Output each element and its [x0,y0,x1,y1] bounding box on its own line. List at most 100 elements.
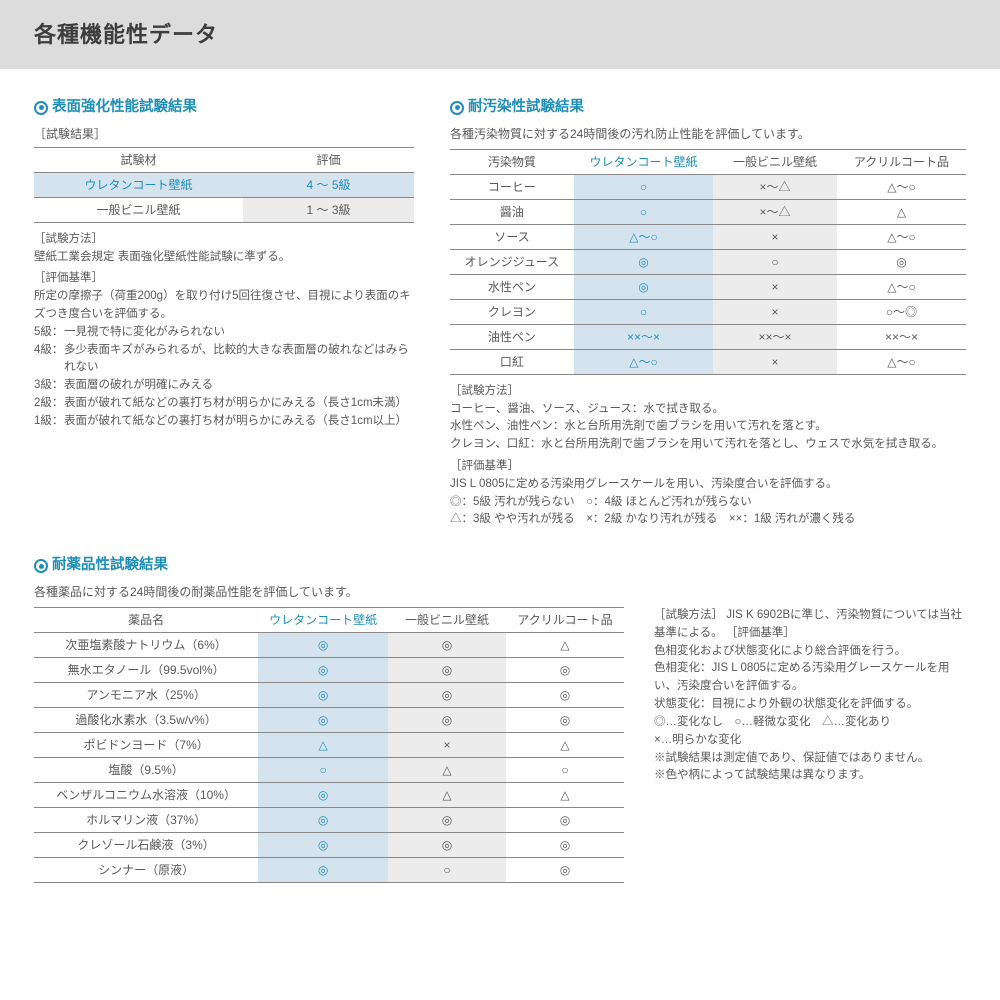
section2-notes: ［試験方法］ コーヒー、醤油、ソース、ジュース：水で拭き取る。水性ペン、油性ペン… [450,383,966,530]
th: アクリルコート品 [506,608,624,633]
table-cell: ××～× [713,324,837,349]
table-cell: ウレタンコート壁紙 [34,172,243,197]
section3-desc: 各種薬品に対する24時間後の耐薬品性能を評価しています。 [34,583,966,601]
table-cell: × [713,274,837,299]
table-cell: ベンザルコニウム水溶液（10%） [34,783,258,808]
note-line: 水性ペン、油性ペン：水と台所用洗剤で歯ブラシを用いて汚れを落とす。 [450,418,966,436]
page-title: 各種機能性データ [34,18,966,51]
grade-text: 表面が破れて紙などの裏打ち材が明らかにみえる（長さ1cm以上） [64,413,414,431]
bullet-icon [34,101,48,115]
table-cell: ○ [574,199,713,224]
table-cell: ○ [574,299,713,324]
table-cell: 一般ビニル壁紙 [34,197,243,222]
bullet-icon [34,559,48,573]
table-cell: クレヨン [450,299,574,324]
criteria-text: 所定の摩擦子（荷重200g）を取り付け5回往復させ、目視により表面のキズつき度合… [34,290,411,320]
surface-table: 試験材 評価 ウレタンコート壁紙 4 ～ 5級 一般ビニル壁紙 1 ～ 3級 [34,147,414,223]
chem-table: 薬品名ウレタンコート壁紙一般ビニル壁紙アクリルコート品次亜塩素酸ナトリウム（6%… [34,607,624,883]
table-cell: ◎ [258,683,388,708]
table-cell: ◎ [506,683,624,708]
table-cell: ◎ [258,633,388,658]
table-cell: △ [388,783,506,808]
th: 一般ビニル壁紙 [713,149,837,174]
table-cell: ホルマリン液（37%） [34,808,258,833]
table-cell: ◎ [258,783,388,808]
th-material: 試験材 [34,147,243,172]
method-label: ［試験方法］ [654,609,723,621]
section-chemical-resistance: 耐薬品性試験結果 各種薬品に対する24時間後の耐薬品性能を評価しています。 薬品… [34,555,966,891]
note-line: JIS L 0805に定める汚染用グレースケールを用い、汚染度合いを評価する。 [450,476,966,494]
table-cell: 1 ～ 3級 [243,197,414,222]
grade-text: 表面層の破れが明確にみえる [64,377,414,395]
note-line: △：3級 やや汚れが残る ×：2級 かなり汚れが残る ××：1級 汚れが濃く残る [450,511,966,529]
grade-text: 表面が破れて紙などの裏打ち材が明らかにみえる（長さ1cm未満） [64,395,414,413]
table-cell: △ [258,733,388,758]
table-cell: オレンジジュース [450,249,574,274]
method-text: 壁紙工業会規定 表面強化壁紙性能試験に準ずる。 [34,251,290,263]
section1-sublabel: ［試験結果］ [34,125,414,143]
th-rating: 評価 [243,147,414,172]
table-cell: △ [506,783,624,808]
table-cell: ◎ [258,808,388,833]
table-cell: ◎ [506,833,624,858]
th: 一般ビニル壁紙 [388,608,506,633]
table-cell: ○～◎ [837,299,966,324]
table-cell: ◎ [574,274,713,299]
table-cell: コーヒー [450,174,574,199]
note-line: クレヨン、口紅：水と台所用洗剤で歯ブラシを用いて汚れを落とし、ウェスで水気を拭き… [450,436,966,454]
section-surface-strength: 表面強化性能試験結果 ［試験結果］ 試験材 評価 ウレタンコート壁紙 4 ～ 5… [34,97,414,431]
table-cell: △ [506,733,624,758]
table-cell: △ [388,758,506,783]
section2-title-text: 耐汚染性試験結果 [468,97,584,119]
table-cell: △～○ [837,349,966,374]
section2-title: 耐汚染性試験結果 [450,97,966,119]
table-cell: ○ [258,758,388,783]
table-cell: × [713,224,837,249]
table-cell: ◎ [258,708,388,733]
table-cell: ○ [506,758,624,783]
table-cell: 口紅 [450,349,574,374]
table-cell: シンナー（原液） [34,858,258,883]
table-cell: ◎ [258,858,388,883]
section3-title: 耐薬品性試験結果 [34,555,966,577]
note-line: ◎…変化なし ○…軽微な変化 △…変化あり [654,714,966,732]
th: 薬品名 [34,608,258,633]
table-cell: 醤油 [450,199,574,224]
table-cell: × [388,733,506,758]
grade-num: 4級： [34,342,64,378]
table-cell: ×～△ [713,174,837,199]
section1-title-text: 表面強化性能試験結果 [52,97,197,119]
section-stain-resistance: 耐汚染性試験結果 各種汚染物質に対する24時間後の汚れ防止性能を評価しています。… [450,97,966,529]
grade-text: 多少表面キズがみられるが、比較的大きな表面層の破れなどはみられない [64,342,414,378]
section1-title: 表面強化性能試験結果 [34,97,414,119]
criteria-label: ［評価基準］ [34,270,414,288]
grade-num: 5級： [34,324,64,342]
table-cell: △～○ [837,174,966,199]
note-line: 色相変化：JIS L 0805に定める汚染用グレースケールを用い、汚染度合いを評… [654,660,966,696]
table-cell: ポビドンヨード（7%） [34,733,258,758]
content: 表面強化性能試験結果 ［試験結果］ 試験材 評価 ウレタンコート壁紙 4 ～ 5… [0,97,1000,891]
note-line: 状態変化：目視により外観の状態変化を評価する。 [654,696,966,714]
grade-text: 一見視で特に変化がみられない [64,324,414,342]
table-cell: ◎ [506,808,624,833]
grade-num: 2級： [34,395,64,413]
table-cell: ××～× [837,324,966,349]
table-cell: ◎ [388,633,506,658]
table-cell: ソース [450,224,574,249]
note-line: 色相変化および状態変化により総合評価を行う。 [654,643,966,661]
table-cell: △～○ [574,349,713,374]
note-line: ×…明らかな変化 [654,732,966,750]
table-cell: ◎ [258,658,388,683]
table-cell: ○ [388,858,506,883]
table-cell: ◎ [258,833,388,858]
note-line: コーヒー、醤油、ソース、ジュース：水で拭き取る。 [450,401,966,419]
table-cell: ××～× [574,324,713,349]
table-cell: ×～△ [713,199,837,224]
table-cell: △～○ [837,224,966,249]
table-cell: △～○ [837,274,966,299]
table-cell: ◎ [506,658,624,683]
bullet-icon [450,101,464,115]
table-cell: ◎ [388,833,506,858]
table-cell: 無水エタノール（99.5vol%） [34,658,258,683]
th: アクリルコート品 [837,149,966,174]
